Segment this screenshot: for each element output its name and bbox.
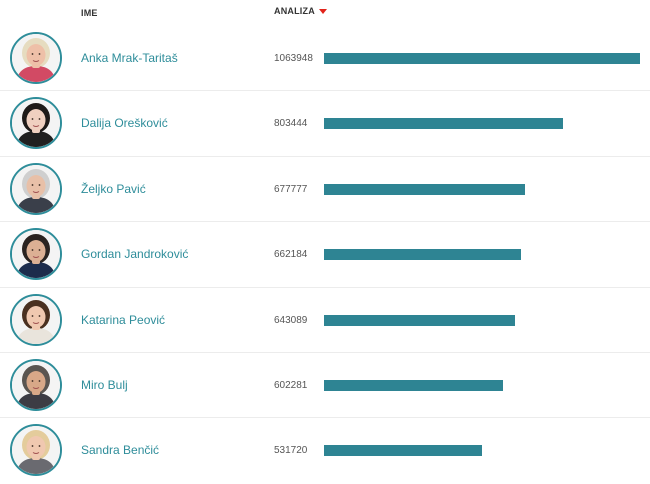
- person-portrait-icon: [12, 99, 60, 148]
- person-name-link[interactable]: Gordan Jandroković: [81, 247, 189, 262]
- analysis-value: 662184: [274, 249, 308, 261]
- ranking-list: Anka Mrak-Taritaš 1063948 Dalija Oreškov…: [0, 26, 650, 484]
- person-name-link[interactable]: Dalija Orešković: [81, 116, 168, 131]
- list-item: Željko Pavić 677777: [0, 157, 650, 223]
- avatar[interactable]: [10, 424, 62, 477]
- column-header-analysis[interactable]: ANALIZA: [274, 6, 327, 16]
- analysis-bar: [324, 379, 503, 391]
- analysis-value: 803444: [274, 118, 308, 130]
- analysis-value: 531720: [274, 445, 308, 457]
- analysis-bar-track: [324, 53, 640, 64]
- analysis-bar-track: [324, 118, 640, 130]
- analysis-bar: [324, 53, 640, 64]
- column-header-name[interactable]: IME: [81, 8, 98, 18]
- analysis-bar: [324, 445, 482, 457]
- analysis-bar-track: [324, 379, 640, 391]
- analysis-value: 1063948: [274, 53, 313, 64]
- list-item: Miro Bulj 602281: [0, 353, 650, 419]
- analysis-bar-track: [324, 249, 640, 261]
- person-name-link[interactable]: Katarina Peović: [81, 312, 166, 327]
- list-item: Dalija Orešković 803444: [0, 91, 650, 157]
- list-item: Katarina Peović 643089: [0, 288, 650, 353]
- person-portrait-icon: [12, 34, 60, 82]
- sort-desc-triangle-icon[interactable]: [318, 9, 327, 14]
- analysis-value: 643089: [274, 314, 308, 326]
- person-name-link[interactable]: Željko Pavić: [81, 181, 146, 196]
- person-name-link[interactable]: Sandra Benčić: [81, 443, 160, 458]
- person-portrait-icon: [12, 230, 60, 279]
- avatar[interactable]: [10, 358, 62, 411]
- list-item: Anka Mrak-Taritaš 1063948: [0, 26, 650, 92]
- person-portrait-icon: [12, 164, 60, 213]
- analysis-bar-track: [324, 314, 640, 326]
- list-item: Gordan Jandroković 662184: [0, 222, 650, 288]
- column-header-analysis-label: ANALIZA: [274, 6, 315, 16]
- avatar[interactable]: [10, 293, 62, 346]
- analysis-bar: [324, 183, 526, 195]
- avatar[interactable]: [10, 228, 62, 281]
- person-portrait-icon: [12, 295, 60, 344]
- person-name-link[interactable]: Anka Mrak-Taritaš: [81, 51, 178, 65]
- analysis-bar: [324, 249, 521, 261]
- avatar[interactable]: [10, 32, 62, 84]
- analysis-value: 677777: [274, 183, 308, 195]
- person-name-link[interactable]: Miro Bulj: [81, 377, 128, 392]
- avatar[interactable]: [10, 162, 62, 215]
- person-portrait-icon: [12, 360, 60, 409]
- table-header: IME ANALIZA: [0, 0, 650, 26]
- analysis-bar: [324, 314, 515, 326]
- person-portrait-icon: [12, 426, 60, 475]
- analysis-value: 602281: [274, 379, 308, 391]
- list-item: Sandra Benčić 531720: [0, 418, 650, 483]
- analysis-bar-track: [324, 183, 640, 195]
- avatar[interactable]: [10, 97, 62, 150]
- analysis-bar-track: [324, 445, 640, 457]
- analysis-bar: [324, 118, 563, 130]
